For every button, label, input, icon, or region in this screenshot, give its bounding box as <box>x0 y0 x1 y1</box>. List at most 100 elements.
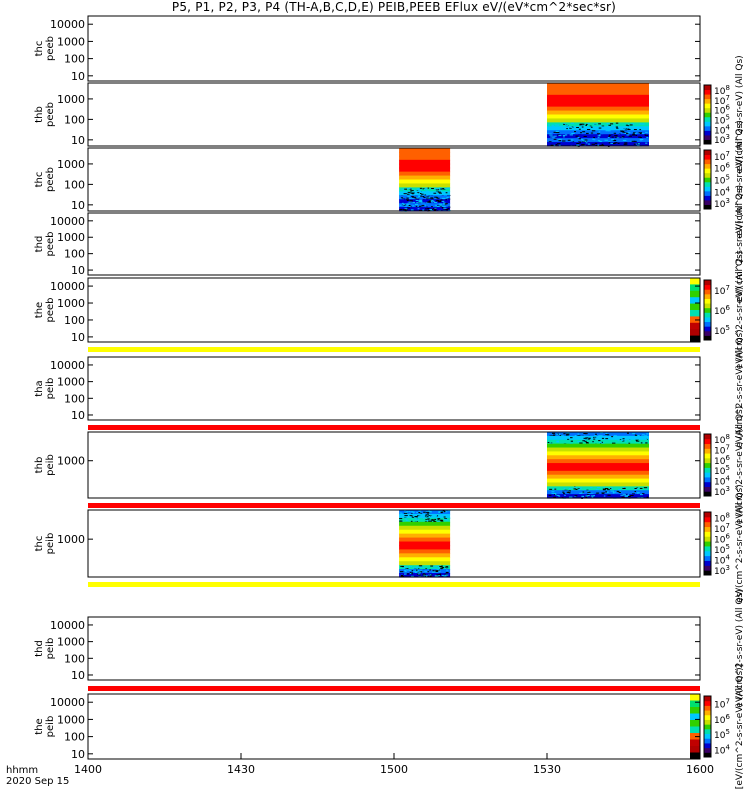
y-tick-label: 100 <box>64 248 85 261</box>
spectrogram-speckle <box>581 139 583 141</box>
colorbar-swatch <box>704 486 711 492</box>
colorbar-swatch <box>704 738 711 744</box>
spectrogram-speckle <box>553 135 557 137</box>
colorbar-swatch <box>704 521 711 528</box>
separator-bar <box>88 686 700 691</box>
spectrogram-speckle <box>402 209 406 211</box>
spectrogram-speckle <box>576 126 579 128</box>
spectrogram-speckle <box>608 141 610 143</box>
spectrogram-speckle <box>569 496 573 498</box>
y-tick-label: 1000 <box>57 35 85 48</box>
spectrogram-speckle <box>408 206 411 208</box>
spectrogram-speckle <box>551 124 554 126</box>
spectrogram-speckle <box>555 144 558 146</box>
spectrogram-speckle <box>409 565 413 567</box>
colorbar-swatch <box>704 570 711 576</box>
spectrogram-speckle <box>616 129 620 131</box>
spectrogram-speckle <box>612 492 615 494</box>
spectrogram-speckle <box>602 489 606 491</box>
spectrogram-speckle <box>408 187 412 189</box>
colorbar-swatch <box>704 190 711 196</box>
spectrogram-speckle <box>416 188 419 190</box>
y-tick-label: 10 <box>71 331 85 344</box>
spectrogram-cell <box>690 707 700 714</box>
spectrogram-speckle <box>579 487 582 489</box>
spectrogram-cell <box>399 151 451 157</box>
spectrogram-speckle <box>644 435 647 437</box>
spectrogram-speckle <box>567 126 570 128</box>
spectrogram-speckle <box>585 433 588 435</box>
spectrogram-speckle <box>438 575 440 577</box>
spectrogram-speckle <box>556 124 559 126</box>
panel-label: thbpeib <box>34 454 56 476</box>
spectrogram-speckle <box>553 131 557 133</box>
spectrogram-speckle <box>575 488 578 490</box>
spectrogram-speckle <box>403 204 406 206</box>
spectrogram-speckle <box>627 125 630 127</box>
spectrogram-speckle <box>432 514 435 516</box>
spectrogram-speckle <box>420 195 423 197</box>
spectrogram-speckle <box>578 141 581 143</box>
spectrogram-speckle <box>402 566 404 568</box>
y-tick-label: 100 <box>64 53 85 66</box>
x-tick-label: 1400 <box>74 763 102 776</box>
colorbar-swatch <box>704 330 711 336</box>
spectrogram-speckle <box>417 573 421 575</box>
spectrogram-cell <box>399 533 451 539</box>
spectrogram-speckle <box>587 495 590 497</box>
spectrogram-speckle <box>587 490 589 492</box>
spectrogram-speckle <box>425 190 429 192</box>
colorbar-swatch <box>704 204 711 210</box>
spectrogram-speckle <box>640 494 643 496</box>
spectrogram-speckle <box>610 123 614 125</box>
colorbar-swatch <box>704 438 711 445</box>
time-axis-caption: hhmm 2020 Sep 15 <box>6 765 69 787</box>
spectrogram-speckle <box>553 434 556 436</box>
spectrogram-speckle <box>444 519 448 521</box>
spectrogram-speckle <box>429 574 432 576</box>
spectrogram-speckle <box>400 515 404 517</box>
spectrogram-speckle <box>440 199 443 201</box>
spectrogram-cell <box>690 726 700 734</box>
panel-frame <box>87 509 701 578</box>
spectrogram-speckle <box>417 205 420 207</box>
spectrogram-speckle <box>605 438 609 440</box>
spectrogram-speckle <box>585 142 588 144</box>
y-tick-label: 10 <box>71 409 85 422</box>
spectrogram-cell <box>547 86 649 92</box>
spectrogram-speckle <box>399 208 403 210</box>
spectrogram-speckle <box>577 441 581 443</box>
spectrogram-speckle <box>423 196 426 198</box>
spectrogram-speckle <box>556 494 560 496</box>
spectrogram-speckle <box>646 136 649 138</box>
spectrogram-speckle <box>404 566 408 568</box>
spectrogram-speckle <box>598 123 601 125</box>
spectrogram-speckle <box>429 511 432 513</box>
colorbar-swatch <box>704 94 711 100</box>
panel-thd-peib: 10 100 1000 10000 thdpeib eV/(cm^2-s-sr-eV) (… <box>34 589 745 707</box>
spectrogram-speckle <box>407 193 410 195</box>
spectrogram-speckle <box>426 201 430 203</box>
spectrogram-speckle <box>561 435 564 437</box>
spectrogram-speckle <box>416 197 419 199</box>
spectrogram-speckle <box>588 493 591 495</box>
spectrogram-speckle <box>570 122 574 124</box>
spectrogram-cell <box>547 466 649 472</box>
y-tick-label: 100 <box>64 652 85 665</box>
spectrogram-speckle <box>443 208 446 210</box>
spectrogram-speckle <box>429 569 431 571</box>
spectrogram-speckle <box>442 206 446 208</box>
spectrogram-speckle <box>620 439 624 441</box>
spectrogram-speckle <box>563 136 565 138</box>
spectrogram-speckle <box>583 433 586 435</box>
spectrogram-speckle <box>418 201 421 203</box>
spectrogram-cell <box>399 541 451 547</box>
spectrogram-speckle <box>601 437 605 439</box>
colorbar-swatch <box>704 472 711 478</box>
spectrogram-speckle <box>400 574 404 576</box>
spectrogram-speckle <box>629 127 632 129</box>
spectrogram-cell <box>690 284 700 292</box>
y-tick-label: 1000 <box>57 636 85 649</box>
